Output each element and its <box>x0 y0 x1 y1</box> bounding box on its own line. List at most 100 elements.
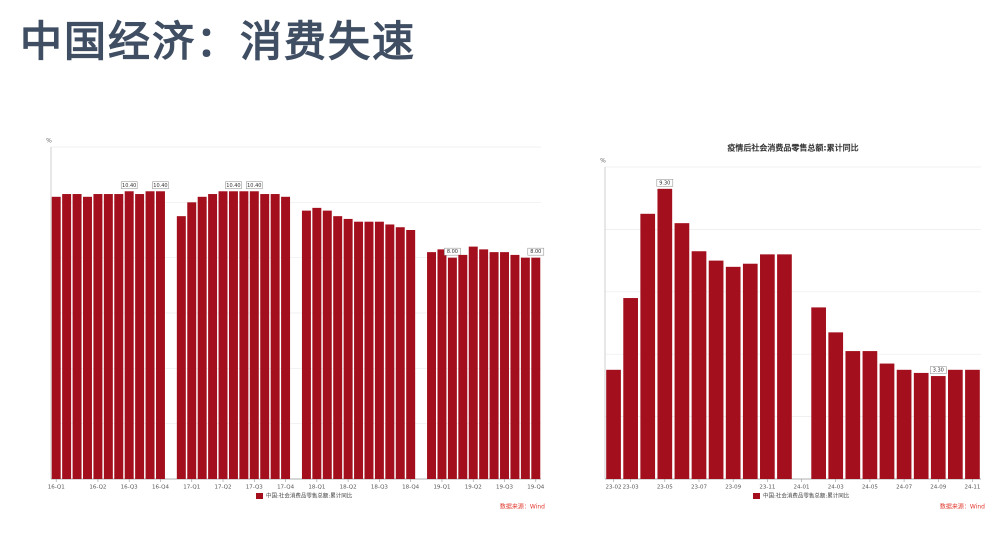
bar <box>674 223 690 479</box>
bar <box>500 252 509 479</box>
bar <box>239 191 249 479</box>
bar <box>657 188 673 479</box>
x-tick-label: 16-Q2 <box>89 485 106 491</box>
bar <box>83 196 92 480</box>
bar <box>354 221 364 479</box>
bar <box>879 363 895 479</box>
data-label: 10.40 <box>247 183 261 189</box>
bar <box>691 251 707 479</box>
data-label: 10.40 <box>226 183 240 189</box>
data-label-box <box>246 181 263 190</box>
bar <box>124 191 134 479</box>
bar <box>301 210 311 479</box>
bar <box>322 210 332 479</box>
data-label-box <box>152 181 169 190</box>
bar <box>640 213 656 480</box>
x-tick-label: 24-11 <box>964 485 980 491</box>
x-tick-label: 19-Q3 <box>496 485 514 491</box>
bar <box>333 216 343 479</box>
bar <box>395 227 405 479</box>
bar <box>930 376 946 479</box>
bar <box>208 194 218 480</box>
legend-label: 中国:社会消费品零售总额:累计同比 <box>266 492 353 500</box>
bar <box>725 266 741 479</box>
legend-swatch <box>256 493 263 499</box>
bar <box>103 194 113 480</box>
bar <box>437 249 447 479</box>
y-axis-label: % <box>46 138 52 145</box>
bar <box>187 202 197 480</box>
data-label: 10.40 <box>153 183 167 189</box>
x-tick-label: 17-Q3 <box>246 485 264 491</box>
data-label-box <box>656 179 674 187</box>
bar <box>135 194 145 480</box>
x-tick-label: 24-05 <box>862 485 878 491</box>
bar <box>197 196 207 480</box>
bar <box>145 191 155 479</box>
x-tick-label: 19-Q1 <box>433 485 450 491</box>
bar <box>93 194 103 480</box>
bar <box>828 332 844 479</box>
chart-title: 疫情后社会消费品零售总额:累计同比 <box>727 143 858 153</box>
x-tick-label: 18-Q4 <box>402 485 420 491</box>
x-tick-label: 23-11 <box>759 485 775 491</box>
bar <box>155 191 165 479</box>
bar <box>965 369 980 479</box>
x-tick-label: 19-Q2 <box>465 485 482 491</box>
bar <box>458 254 468 479</box>
x-tick-label: 19-Q4 <box>527 485 545 491</box>
x-tick-label: 23-02 <box>606 485 622 491</box>
bar <box>343 218 353 479</box>
bar <box>427 252 437 479</box>
bar <box>777 254 792 479</box>
bar <box>913 372 929 479</box>
bar <box>845 351 861 479</box>
bar <box>406 230 416 479</box>
bar <box>510 254 520 479</box>
bar <box>468 246 478 479</box>
bar <box>51 196 61 480</box>
bar <box>896 369 912 479</box>
bar <box>948 369 963 479</box>
bar <box>114 194 124 480</box>
data-label: 8.00 <box>447 249 458 255</box>
x-tick-label: 24-07 <box>896 485 912 491</box>
legend-label: 中国:社会消费品零售总额:累计同比 <box>763 492 850 500</box>
bar <box>385 224 395 479</box>
data-label: 9.30 <box>659 180 670 186</box>
bar <box>62 194 72 480</box>
bar <box>623 298 638 479</box>
data-label-box <box>527 247 545 256</box>
bar <box>260 194 270 480</box>
x-tick-label: 17-Q1 <box>183 485 200 491</box>
x-tick-label: 18-Q1 <box>308 485 325 491</box>
x-tick-label: 17-Q4 <box>277 485 295 491</box>
bar <box>228 191 238 479</box>
data-label-box <box>930 366 947 374</box>
bar <box>447 257 457 479</box>
bar <box>531 257 541 479</box>
bar <box>760 254 775 479</box>
bar <box>811 307 826 479</box>
bar <box>742 263 758 479</box>
bar <box>312 207 322 479</box>
bar <box>176 216 186 479</box>
x-tick-label: 23-07 <box>691 485 707 491</box>
data-label: 3.30 <box>933 368 944 374</box>
legend-swatch <box>753 493 760 499</box>
x-tick-label: 17-Q2 <box>215 485 232 491</box>
source-note: 数据来源：Wind <box>500 503 545 511</box>
x-tick-label: 16-Q3 <box>121 485 139 491</box>
x-tick-label: 24-01 <box>794 485 810 491</box>
data-label-box <box>225 181 242 190</box>
bar <box>364 221 374 479</box>
x-tick-label: 23-03 <box>623 485 639 491</box>
bar <box>489 252 499 479</box>
data-label-box <box>444 247 461 256</box>
bar <box>270 194 280 480</box>
bar <box>281 196 291 480</box>
data-label: 10.40 <box>122 183 136 189</box>
x-tick-label: 18-Q2 <box>340 485 357 491</box>
slide-title: 中国经济：消费失速 <box>20 17 417 66</box>
